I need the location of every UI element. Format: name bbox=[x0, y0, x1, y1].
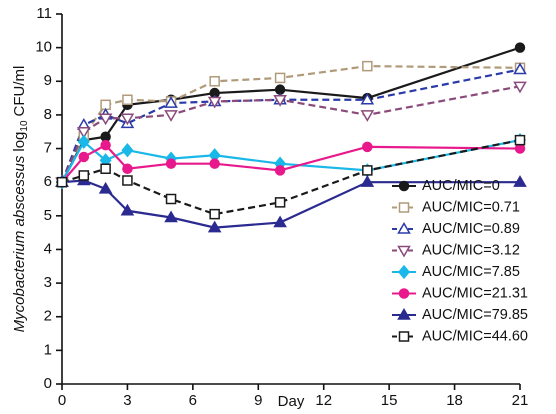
marker bbox=[100, 139, 111, 151]
marker bbox=[274, 197, 286, 208]
y-tick-label: 8 bbox=[44, 106, 52, 123]
marker bbox=[98, 113, 113, 126]
legend-label: AUC/MIC=0 bbox=[422, 178, 500, 194]
y-tick-label: 2 bbox=[44, 308, 52, 325]
marker bbox=[98, 181, 113, 194]
y-tick-label: 3 bbox=[44, 274, 52, 291]
y-tick-label: 1 bbox=[44, 341, 52, 358]
legend-label: AUC/MIC=79.85 bbox=[422, 307, 528, 323]
legend-marker bbox=[398, 202, 410, 213]
y-label-unit: log bbox=[11, 132, 28, 152]
y-tick-label: 6 bbox=[44, 173, 52, 190]
marker bbox=[100, 131, 111, 143]
marker bbox=[514, 42, 526, 53]
marker bbox=[78, 151, 90, 163]
legend-label: AUC/MIC=7.85 bbox=[422, 264, 520, 280]
marker bbox=[207, 96, 222, 109]
legend: AUC/MIC=0 AUC/MIC=0.71 AUC/MIC=0.89 AUC/MIC… bbox=[392, 178, 528, 344]
marker bbox=[121, 143, 134, 158]
x-tick-label: 12 bbox=[315, 392, 332, 409]
x-tick-label: 0 bbox=[58, 392, 66, 409]
marker bbox=[78, 170, 90, 181]
x-tick-label: 9 bbox=[254, 392, 262, 409]
y-tick-label: 0 bbox=[44, 375, 52, 392]
marker bbox=[207, 220, 222, 233]
legend-label: AUC/MIC=0.89 bbox=[422, 221, 520, 237]
marker bbox=[273, 95, 287, 107]
marker bbox=[164, 96, 178, 108]
marker bbox=[56, 176, 68, 188]
legend-label: AUC/MIC=21.31 bbox=[422, 285, 528, 301]
marker bbox=[165, 193, 177, 205]
marker bbox=[360, 92, 375, 105]
legend-label: AUC/MIC=44.60 bbox=[422, 328, 528, 344]
y-tick-label: 9 bbox=[44, 72, 52, 89]
marker bbox=[209, 76, 220, 87]
y-label-suffix: CFU/ml bbox=[11, 66, 28, 117]
legend-marker bbox=[397, 222, 411, 234]
marker bbox=[164, 210, 178, 223]
marker bbox=[120, 203, 135, 216]
marker bbox=[120, 113, 135, 126]
marker bbox=[514, 143, 526, 154]
marker bbox=[77, 126, 91, 139]
marker bbox=[274, 165, 286, 176]
marker bbox=[362, 60, 373, 72]
legend-marker bbox=[397, 308, 411, 320]
marker bbox=[513, 175, 527, 187]
y-tick-label: 10 bbox=[35, 39, 52, 56]
marker bbox=[100, 163, 111, 174]
marker bbox=[122, 175, 133, 186]
y-tick-label: 11 bbox=[36, 5, 52, 22]
marker bbox=[164, 110, 178, 122]
marker bbox=[209, 158, 220, 169]
marker bbox=[513, 62, 527, 75]
marker bbox=[122, 94, 133, 106]
legend-marker bbox=[398, 331, 410, 342]
marker bbox=[513, 81, 527, 94]
marker bbox=[122, 163, 133, 174]
x-tick-label: 21 bbox=[512, 392, 529, 409]
marker bbox=[362, 165, 373, 176]
legend-label: AUC/MIC=3.12 bbox=[422, 242, 520, 258]
legend-marker bbox=[398, 288, 410, 299]
x-tick-label: 18 bbox=[446, 392, 463, 409]
marker bbox=[362, 141, 373, 153]
y-axis-label: Mycobacterium abscessus log10 CFU/ml bbox=[11, 66, 30, 333]
marker bbox=[209, 208, 220, 220]
legend-label: AUC/MIC=0.71 bbox=[422, 199, 520, 215]
x-axis-label: Day bbox=[278, 393, 305, 410]
marker bbox=[274, 72, 286, 84]
y-label-subscript: 10 bbox=[19, 120, 30, 132]
y-tick-label: 7 bbox=[44, 140, 52, 157]
marker bbox=[514, 134, 526, 146]
legend-marker bbox=[398, 180, 410, 192]
legend-marker bbox=[397, 245, 411, 258]
series-line bbox=[61, 139, 521, 216]
y-tick-label: 5 bbox=[44, 207, 52, 224]
x-tick-label: 6 bbox=[189, 392, 197, 409]
y-label-species: Mycobacterium abscessus bbox=[11, 155, 28, 332]
marker bbox=[273, 215, 287, 228]
marker bbox=[165, 158, 177, 169]
marker bbox=[77, 134, 90, 149]
y-tick-label: 4 bbox=[44, 240, 52, 257]
x-tick-label: 15 bbox=[381, 392, 398, 409]
x-tick-label: 3 bbox=[123, 392, 131, 409]
legend-marker bbox=[398, 264, 410, 280]
marker bbox=[360, 110, 375, 122]
marker bbox=[360, 175, 375, 187]
